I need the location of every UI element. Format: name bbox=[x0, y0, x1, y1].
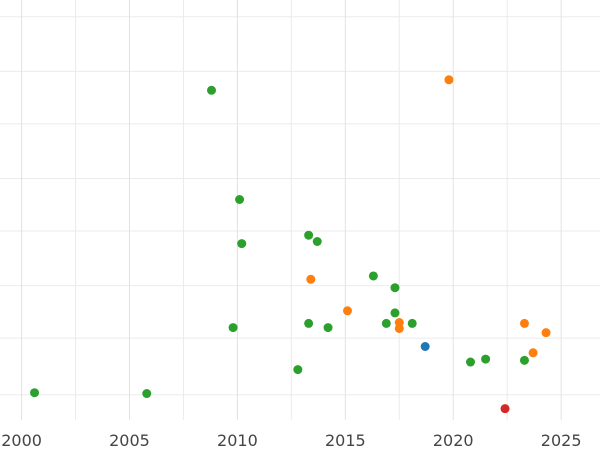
data-point bbox=[528, 348, 538, 358]
data-point bbox=[481, 354, 491, 364]
data-point bbox=[142, 389, 152, 399]
data-point bbox=[312, 237, 322, 246]
data-point bbox=[304, 230, 314, 240]
data-point bbox=[390, 308, 400, 318]
data-point bbox=[323, 323, 333, 333]
data-point bbox=[293, 365, 303, 375]
data-point bbox=[420, 342, 430, 351]
data-point bbox=[466, 357, 476, 367]
x-tick-label: 2015 bbox=[325, 431, 366, 450]
x-tick-label: 2005 bbox=[109, 431, 150, 450]
data-point bbox=[541, 328, 551, 338]
data-point bbox=[368, 271, 378, 281]
data-point bbox=[519, 355, 529, 365]
data-point bbox=[237, 239, 247, 249]
x-tick-label: 2025 bbox=[541, 431, 582, 450]
data-point bbox=[306, 274, 316, 284]
data-point bbox=[228, 323, 238, 333]
x-tick-label: 2000 bbox=[1, 431, 42, 450]
x-tick-label: 2020 bbox=[433, 431, 474, 450]
data-point bbox=[207, 85, 217, 95]
x-tick-label: 2010 bbox=[217, 431, 258, 450]
data-point bbox=[304, 318, 314, 328]
data-point bbox=[235, 195, 245, 204]
data-points bbox=[30, 75, 551, 414]
data-point bbox=[381, 318, 391, 328]
data-point bbox=[30, 388, 40, 398]
data-point bbox=[444, 75, 454, 85]
grid bbox=[0, 0, 600, 420]
data-point bbox=[390, 283, 400, 293]
data-point bbox=[407, 318, 417, 328]
data-point bbox=[394, 323, 404, 333]
data-point bbox=[342, 306, 352, 316]
x-axis: 2000 2005 2010 2015 2020 2025 bbox=[1, 431, 581, 450]
data-point bbox=[519, 318, 529, 328]
data-point bbox=[500, 404, 510, 414]
